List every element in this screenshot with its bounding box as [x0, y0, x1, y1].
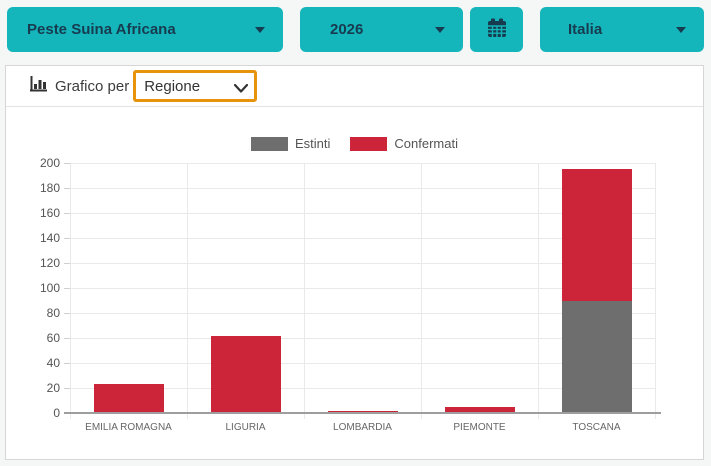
- gridline-vertical: [654, 163, 656, 419]
- gridline-horizontal: [70, 262, 655, 264]
- chart-by-label: Grafico per: [55, 77, 130, 95]
- y-axis-tick-label: 120: [39, 256, 60, 270]
- y-axis-tick-label: 40: [46, 356, 60, 370]
- legend-item-estinti[interactable]: Estinti: [251, 136, 330, 151]
- y-axis-tick: [64, 337, 70, 339]
- chevron-down-icon: [255, 26, 265, 33]
- chart-panel-header: Grafico per Regione: [6, 66, 703, 107]
- bar-segment-confermati[interactable]: [210, 335, 281, 413]
- x-axis-line: [64, 412, 661, 414]
- x-axis-category-label: LOMBARDIA: [333, 422, 392, 433]
- gridline-vertical: [69, 163, 71, 419]
- y-axis-tick-label: 0: [53, 406, 60, 420]
- y-axis-tick: [64, 262, 70, 264]
- x-axis-category-label: EMILIA ROMAGNA: [85, 422, 172, 433]
- y-axis-tick-label: 180: [39, 181, 60, 195]
- calendar-button[interactable]: [470, 7, 523, 52]
- y-axis-tick-label: 100: [39, 281, 60, 295]
- gridline-vertical: [303, 163, 305, 419]
- x-axis-category-label: TOSCANA: [572, 422, 621, 433]
- stacked-bar-chart: Estinti Confermati 0 20 40 60 80 100 120 140 160 1…: [6, 108, 703, 460]
- y-axis-tick: [64, 312, 70, 314]
- y-axis-tick-label: 200: [39, 156, 60, 170]
- gridline-horizontal: [70, 237, 655, 239]
- legend-swatch: [350, 136, 388, 151]
- y-axis-tick: [64, 162, 70, 164]
- gridline-horizontal: [70, 162, 655, 164]
- y-axis-tick: [64, 187, 70, 189]
- region-dropdown[interactable]: Italia: [540, 7, 704, 52]
- y-axis-tick-label: 20: [46, 381, 60, 395]
- x-axis-category-label: LIGURIA: [225, 422, 266, 433]
- region-dropdown-label: Italia: [568, 21, 603, 38]
- bar-segment-confermati[interactable]: [444, 406, 515, 413]
- legend-item-confermati[interactable]: Confermati: [350, 136, 458, 151]
- y-axis-tick: [64, 362, 70, 364]
- y-axis-tick: [64, 387, 70, 389]
- chart-panel: Grafico per Regione Estinti Confermati 0 2…: [5, 65, 704, 460]
- y-axis-tick: [64, 212, 70, 214]
- legend-label: Confermati: [394, 136, 458, 151]
- gridline-horizontal: [70, 312, 655, 314]
- bar-chart-icon: [30, 75, 47, 97]
- chevron-down-icon: [676, 26, 686, 33]
- chart-by-select[interactable]: Regione: [133, 70, 258, 102]
- y-axis-tick-label: 160: [39, 206, 60, 220]
- y-axis-tick: [64, 237, 70, 239]
- year-dropdown-label: 2026: [330, 21, 364, 38]
- bar-segment-confermati[interactable]: [561, 169, 632, 301]
- disease-dropdown-label: Peste Suina Africana: [27, 21, 176, 38]
- y-axis-tick-label: 80: [46, 306, 60, 320]
- y-axis-tick: [64, 287, 70, 289]
- gridline-horizontal: [70, 362, 655, 364]
- legend-swatch: [251, 136, 288, 151]
- bar-segment-confermati[interactable]: [93, 384, 164, 413]
- y-axis-tick-label: 140: [39, 231, 60, 245]
- y-axis-tick-label: 60: [46, 331, 60, 345]
- calendar-icon: [486, 17, 508, 43]
- gridline-vertical: [420, 163, 422, 419]
- x-axis-category-label: PIEMONTE: [453, 422, 506, 433]
- year-dropdown[interactable]: 2026: [300, 7, 463, 52]
- gridline-horizontal: [70, 337, 655, 339]
- gridline-horizontal: [70, 387, 655, 389]
- bar-segment-estinti[interactable]: [561, 300, 632, 413]
- bar-segment-confermati[interactable]: [327, 410, 398, 413]
- legend-label: Estinti: [295, 136, 331, 151]
- gridline-vertical: [537, 163, 539, 419]
- gridline-horizontal: [70, 287, 655, 289]
- disease-dropdown[interactable]: Peste Suina Africana: [7, 7, 283, 52]
- chart-legend: Estinti Confermati: [6, 136, 703, 151]
- chevron-down-icon: [435, 26, 445, 33]
- gridline-horizontal: [70, 187, 655, 189]
- gridline-horizontal: [70, 212, 655, 214]
- gridline-vertical: [186, 163, 188, 419]
